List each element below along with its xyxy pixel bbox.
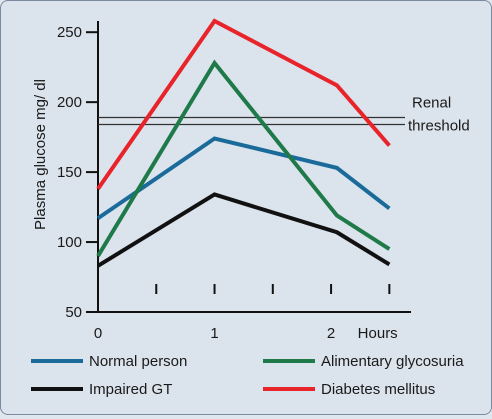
renal-threshold: Renal threshold [98, 95, 470, 135]
x-tick-label: 2 [327, 325, 335, 342]
legend-label: Diabetes mellitus [321, 381, 435, 398]
legend: Normal person Alimentary glycosuria Impair… [31, 353, 464, 398]
x-unit-label: Hours [358, 325, 398, 342]
legend-label: Alimentary glycosuria [321, 353, 464, 370]
series-line-normal-person [96, 136, 391, 220]
x-tick-label: 0 [94, 325, 102, 342]
axes: 50 100 150 200 250 0 1 2 Hours Plasma glucose mg/… [32, 21, 411, 342]
y-tick-label: 200 [57, 94, 82, 111]
renal-threshold-label: Renal [412, 95, 451, 112]
series-line-diabetes-mellitus [96, 18, 391, 191]
y-axis-label: Plasma glucose mg/ dl [32, 79, 49, 230]
series-line-alimentary-glycosuria [96, 59, 391, 258]
renal-threshold-label: threshold [408, 118, 470, 135]
x-tick-label: 1 [210, 325, 218, 342]
y-tick-label: 250 [57, 24, 82, 41]
y-tick-label: 50 [65, 304, 82, 321]
series-lines [96, 18, 391, 268]
y-tick-label: 150 [57, 164, 82, 181]
legend-label: Impaired GT [89, 381, 172, 398]
series-line-impaired-gt [96, 192, 391, 268]
legend-label: Normal person [89, 353, 187, 370]
y-tick-label: 100 [57, 234, 82, 251]
